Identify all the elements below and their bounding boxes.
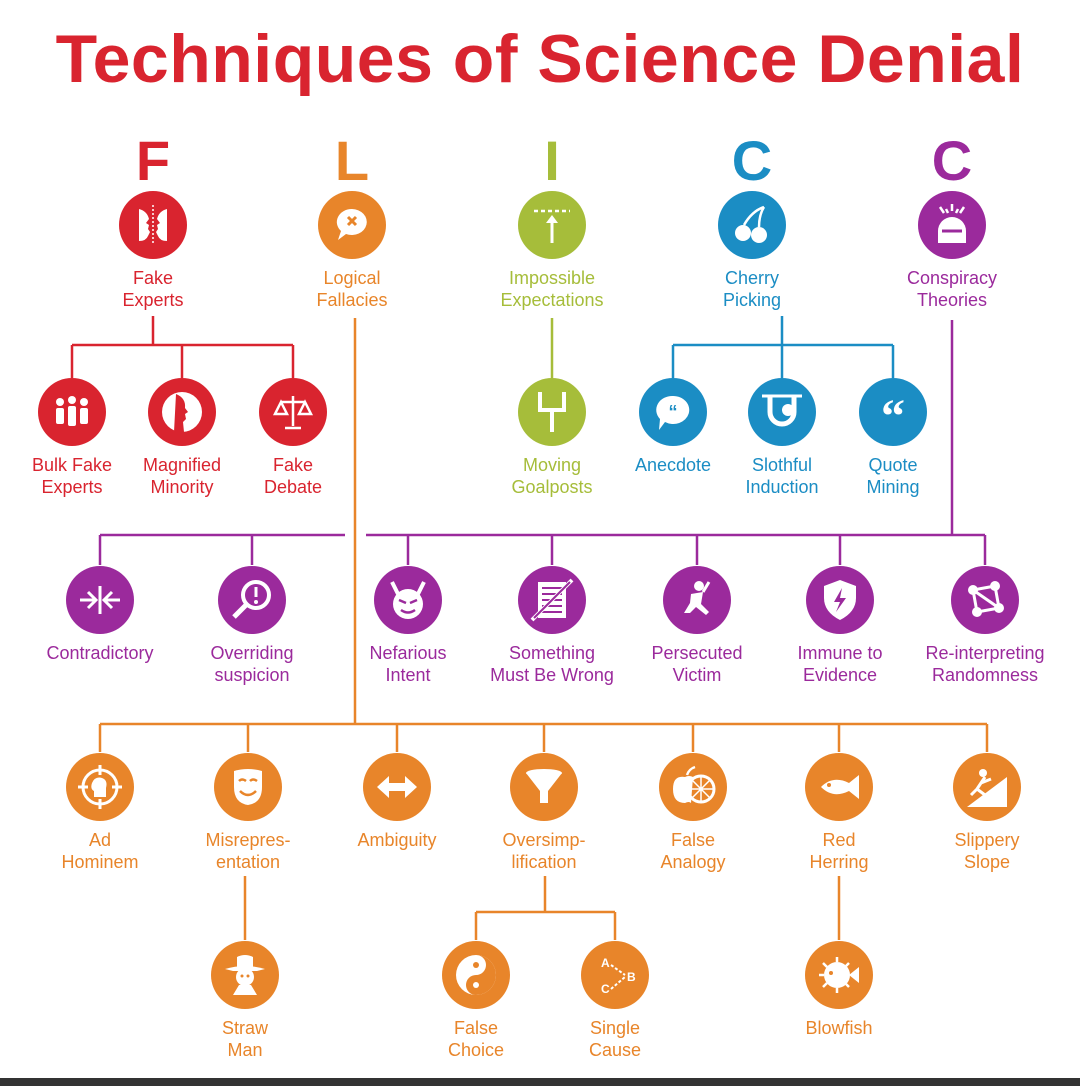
svg-text:B: B — [627, 970, 636, 984]
target-head-icon — [66, 753, 134, 821]
devil-icon — [374, 566, 442, 634]
scarecrow-icon — [211, 941, 279, 1009]
cherry-icon — [718, 191, 786, 259]
network-icon — [951, 566, 1019, 634]
blowfish-icon — [805, 941, 873, 1009]
node-label: Something Must Be Wrong — [490, 643, 614, 685]
node-label: Re-interpreting Randomness — [925, 643, 1045, 685]
node-label: False Analogy — [660, 830, 726, 872]
node-label: Fake Experts — [122, 268, 184, 310]
node-label: Moving Goalposts — [511, 455, 593, 497]
node-label: Blowfish — [805, 1018, 873, 1038]
node-label: Quote Mining — [866, 455, 920, 497]
magnifier-exclaim-icon — [218, 566, 286, 634]
head-sparks-icon — [918, 191, 986, 259]
node-label: Ambiguity — [357, 830, 437, 850]
node-label: Slippery Slope — [954, 830, 1020, 872]
node-label: Overriding suspicion — [210, 643, 294, 685]
letter-c-conspiracy: C — [931, 129, 973, 192]
cherry-picking-connectors — [671, 316, 895, 378]
logical-fallacies-connectors — [98, 318, 989, 940]
shield-bolt-icon — [806, 566, 874, 634]
node-label: Ad Hominem — [61, 830, 139, 872]
node-label: Contradictory — [46, 643, 154, 663]
arrows-inward-icon — [66, 566, 134, 634]
svg-text:C: C — [601, 982, 610, 996]
mask-icon — [214, 753, 282, 821]
sloth-icon — [748, 378, 816, 446]
bar-arrow-icon — [518, 191, 586, 259]
kneeling-figure-icon — [663, 566, 731, 634]
crowd-icon — [38, 378, 106, 446]
letter-f: F — [135, 129, 171, 192]
node-label: Oversimp- lification — [502, 830, 586, 872]
svg-text:“: “ — [881, 390, 905, 436]
node-label: Slothful Induction — [745, 455, 819, 497]
node-label: Immune to Evidence — [797, 643, 883, 685]
face-profile-icon — [148, 378, 216, 446]
yin-yang-icon — [442, 941, 510, 1009]
speech-x-icon — [318, 191, 386, 259]
two-faces-icon — [119, 191, 187, 259]
node-label: Nefarious Intent — [369, 643, 447, 685]
node-label: Red Herring — [809, 830, 869, 872]
page-title: Techniques of Science Denial — [55, 21, 1025, 97]
goalpost-icon — [518, 378, 586, 446]
fish-icon — [805, 753, 873, 821]
node-label: Cherry Picking — [722, 268, 782, 310]
funnel-icon — [510, 753, 578, 821]
crossed-document-icon — [518, 566, 586, 634]
node-label: Magnified Minority — [142, 455, 222, 497]
speech-quote-icon: “ — [639, 378, 707, 446]
node-label: Straw Man — [221, 1018, 268, 1060]
falling-figure-icon — [953, 753, 1021, 821]
letter-l: L — [334, 129, 370, 192]
apple-orange-icon — [659, 753, 727, 821]
node-label: Persecuted Victim — [651, 643, 743, 685]
svg-text:A: A — [601, 956, 610, 970]
fake-experts-connectors — [70, 316, 295, 378]
letter-i: I — [544, 129, 560, 192]
node-label: Misrepres- entation — [205, 830, 291, 872]
node-label: Anecdote — [634, 455, 712, 475]
node-label: Single Cause — [588, 1018, 642, 1060]
letter-c-cherry: C — [731, 129, 773, 192]
node-label: Fake Debate — [263, 455, 323, 497]
bottom-bar — [0, 1078, 1080, 1086]
conspiracy-connectors — [98, 320, 987, 565]
node-label: Conspiracy Theories — [906, 268, 998, 310]
quote-marks-icon: “ — [859, 378, 927, 446]
scales-icon — [259, 378, 327, 446]
svg-text:“: “ — [669, 402, 678, 422]
double-arrow-icon — [363, 753, 431, 821]
node-label: Logical Fallacies — [316, 268, 388, 310]
node-label: Impossible Expectations — [500, 268, 604, 310]
node-label: False Choice — [447, 1018, 505, 1060]
node-label: Bulk Fake Experts — [31, 455, 113, 497]
